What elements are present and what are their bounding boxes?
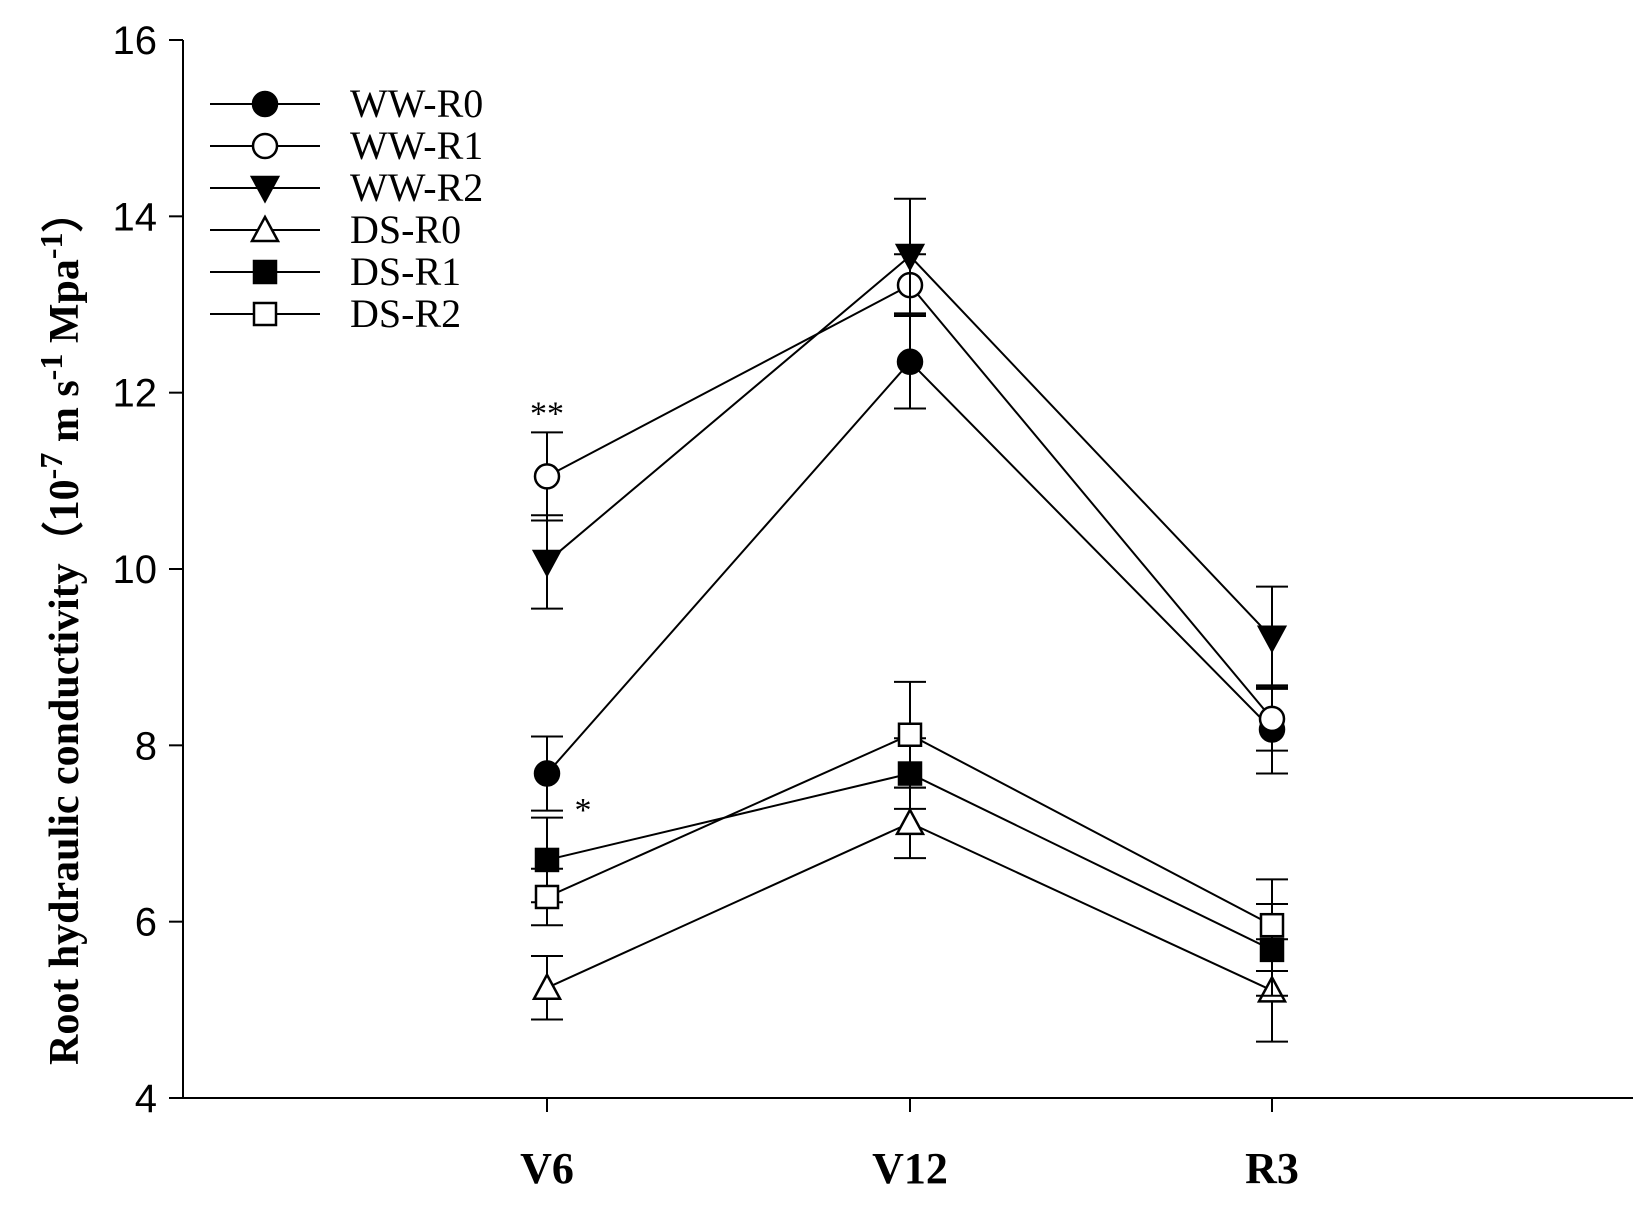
y-tick-label: 14	[113, 195, 158, 239]
legend-marker	[249, 214, 281, 243]
data-point	[896, 348, 924, 376]
significance-marker: *	[575, 792, 592, 829]
y-axis-title-part: Mpa	[42, 259, 88, 354]
annotations: ***	[530, 395, 592, 829]
series-ds-r0	[531, 786, 1288, 1043]
data-point	[1259, 912, 1285, 938]
y-tick-label: 12	[113, 372, 158, 416]
y-tick-label: 16	[113, 19, 158, 63]
x-tick-label: V12	[872, 1144, 948, 1193]
y-axis-title: Root hydraulic conductivity（10-7 m s-1 M…	[33, 190, 88, 1065]
data-point	[894, 243, 926, 272]
data-point	[894, 807, 926, 836]
legend-marker	[251, 132, 279, 160]
x-tick-label: V6	[520, 1144, 574, 1193]
legend-item: DS-R0	[210, 207, 461, 252]
significance-marker: **	[530, 395, 564, 432]
x-tick-label: R3	[1245, 1144, 1299, 1193]
y-tick-label: 6	[135, 901, 157, 945]
legend-label: DS-R1	[350, 249, 461, 294]
y-tick-label: 10	[113, 548, 158, 592]
legend-marker	[252, 301, 278, 327]
series-group	[531, 197, 1288, 1043]
legend-item: WW-R0	[210, 81, 483, 126]
legend-label: WW-R0	[350, 81, 483, 126]
legend-item: DS-R2	[210, 291, 461, 336]
series-ds-r2	[531, 680, 1288, 973]
legend-item: WW-R1	[210, 123, 483, 168]
legend-label: WW-R2	[350, 165, 483, 210]
series-ww-r2	[531, 197, 1288, 690]
y-tick-label: 8	[135, 724, 157, 768]
data-point	[534, 847, 560, 873]
y-axis-title-superscript: -1	[33, 233, 69, 260]
y-axis-title-superscript: -7	[33, 453, 69, 480]
y-axis-title-superscript: -1	[33, 354, 69, 381]
y-axis-title-part: ）	[41, 190, 88, 232]
legend-item: DS-R1	[210, 249, 461, 294]
data-point	[531, 549, 563, 578]
legend-item: WW-R2	[210, 165, 483, 210]
legend-marker	[251, 90, 279, 118]
y-axis-title-part: Root hydraulic conductivity（10	[41, 479, 88, 1065]
legend-marker	[252, 259, 278, 285]
data-point	[897, 722, 923, 748]
data-point	[534, 884, 560, 910]
data-point	[531, 972, 563, 1001]
axes: 4 6 8 10 12 14 16 V6 V12 R3	[113, 19, 1633, 1193]
y-axis-title-part: m s	[42, 380, 88, 452]
y-tick-label: 4	[135, 1077, 157, 1121]
legend-marker	[249, 175, 281, 204]
data-point	[533, 760, 561, 787]
data-point	[1258, 705, 1286, 733]
y-axis-label: Root hydraulic conductivity（10-7 m s-1 M…	[33, 190, 88, 1065]
legend-label: DS-R0	[350, 207, 461, 252]
data-point	[1256, 625, 1288, 654]
legend-label: WW-R1	[350, 123, 483, 168]
legend-label: DS-R2	[350, 291, 461, 336]
data-point	[533, 463, 561, 490]
